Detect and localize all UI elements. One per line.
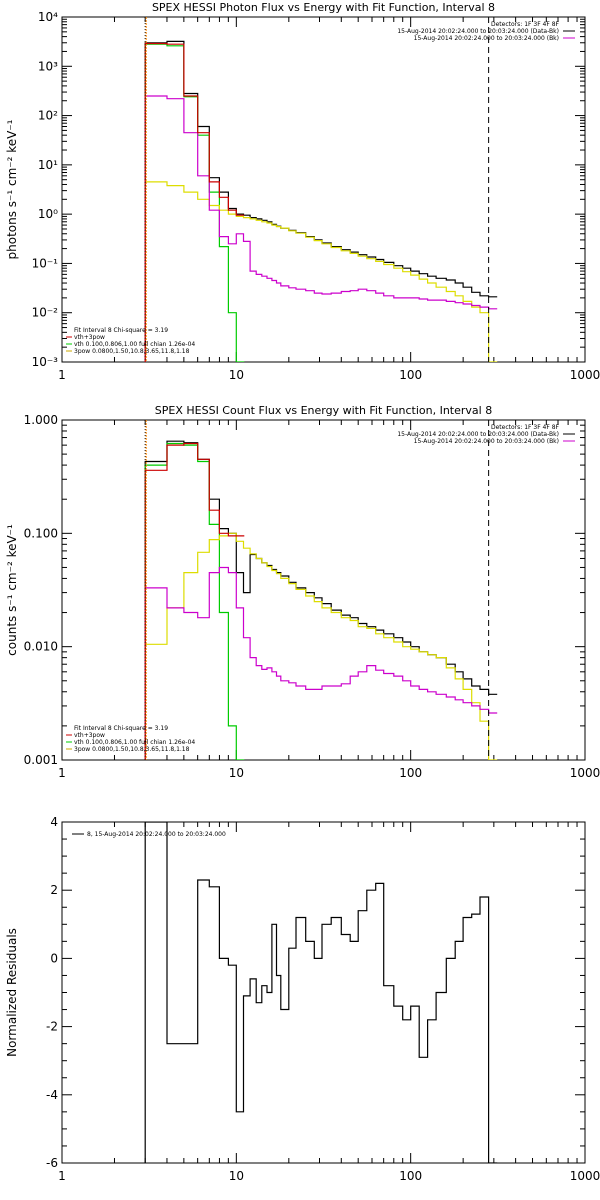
y-axis-label: Normalized Residuals xyxy=(5,928,19,1057)
legend-label: vth+3pow xyxy=(74,732,105,739)
y-tick-label: 0.001 xyxy=(24,753,58,767)
legend-label: vth 0.100,0.806,1.00 full chian 1.26e-04 xyxy=(74,341,195,348)
y-tick-label: 10³ xyxy=(38,59,58,73)
series-line-3 xyxy=(144,181,498,362)
legend-label: Detectors: 1F 3F 4F 8F xyxy=(491,424,560,431)
x-tick-label: 1 xyxy=(58,368,66,382)
y-tick-label: 10¹ xyxy=(38,158,58,172)
chart-title: SPEX HESSI Count Flux vs Energy with Fit… xyxy=(155,404,492,417)
series-line-1 xyxy=(144,822,498,1163)
series-line-1 xyxy=(144,440,498,760)
series-line-2 xyxy=(144,43,245,362)
x-tick-label: 10 xyxy=(229,368,244,382)
legend-label: 15-Aug-2014 20:02:24.000 to 20:03:24.000… xyxy=(397,431,559,438)
legend-bottom-left: Fit Interval 8 Chi-square = 3.19vth+3pow… xyxy=(66,327,195,355)
x-tick-label: 1000 xyxy=(570,1169,600,1183)
x-tick-label: 1000 xyxy=(570,766,600,780)
series-line-1 xyxy=(144,40,498,362)
chart-panel-1: SPEX HESSI Photon Flux vs Energy with Fi… xyxy=(5,1,600,382)
legend-label: Fit Interval 8 Chi-square = 3.19 xyxy=(74,725,168,732)
y-tick-label: -6 xyxy=(46,1156,58,1170)
legend-label: Fit Interval 8 Chi-square = 3.19 xyxy=(74,327,168,334)
series-line-3 xyxy=(144,532,498,760)
series-line-4 xyxy=(144,95,498,362)
x-tick-label: 100 xyxy=(399,368,422,382)
legend-bottom-left: Fit Interval 8 Chi-square = 3.19vth+3pow… xyxy=(66,725,195,753)
y-tick-label: 10⁻³ xyxy=(32,355,59,369)
series-group xyxy=(144,440,498,760)
y-tick-label: 10² xyxy=(38,109,58,123)
y-tick-label: 2 xyxy=(50,883,58,897)
legend-label: Detectors: 1F 3F 4F 8F xyxy=(491,21,560,28)
y-tick-label: -4 xyxy=(46,1088,58,1102)
x-tick-label: 1 xyxy=(58,766,66,780)
series-line-5 xyxy=(144,442,245,760)
legend-residuals: 8, 15-Aug-2014 20:02:24.000 to 20:03:24.… xyxy=(72,831,226,838)
legend-label: 8, 15-Aug-2014 20:02:24.000 to 20:03:24.… xyxy=(87,831,226,838)
x-axis-ticks: 1 10 100 1000 xyxy=(58,822,600,1183)
legend-label: vth 0.100,0.806,1.00 full chian 1.26e-04 xyxy=(74,739,195,746)
y-axis-ticks: 10⁻³ 10⁻² 10⁻¹ 10⁰ 10¹ 10² 10³ 10⁴ xyxy=(32,10,585,369)
y-tick-label: 10⁻² xyxy=(32,306,59,320)
series-line-2 xyxy=(144,442,245,760)
y-tick-label: 10⁰ xyxy=(38,207,58,221)
y-axis-label: photons s⁻¹ cm⁻² keV⁻¹ xyxy=(5,119,19,259)
plot-frame xyxy=(61,16,586,363)
legend-label: 3pow 0.0800,1.50,10.8,3.65,11.8,1.18 xyxy=(74,746,190,753)
y-tick-label: 0 xyxy=(50,951,58,965)
series-group xyxy=(144,40,498,362)
legend-label: 15-Aug-2014 20:02:24.000 to 20:03:24.000… xyxy=(397,28,559,35)
chart-title: SPEX HESSI Photon Flux vs Energy with Fi… xyxy=(152,1,495,14)
y-tick-label: -2 xyxy=(46,1020,58,1034)
legend-label: 15-Aug-2014 20:02:24.000 to 20:03:24.000… xyxy=(414,438,559,445)
y-axis-label: counts s⁻¹ cm⁻² keV⁻¹ xyxy=(5,524,19,656)
y-axis-ticks: 0.001 0.010 0.100 1.000 xyxy=(24,413,585,767)
series-line-4 xyxy=(144,566,498,760)
plot-frame xyxy=(61,419,586,761)
legend-label: 15-Aug-2014 20:02:24.000 to 20:03:24.000… xyxy=(414,35,559,42)
x-axis-ticks: 1 10 100 1000 xyxy=(58,420,600,780)
x-tick-label: 100 xyxy=(399,1169,422,1183)
series-group xyxy=(144,822,498,1163)
x-tick-label: 1 xyxy=(58,1169,66,1183)
legend-label: 3pow 0.0800,1.50,10.8,3.65,11.8,1.18 xyxy=(74,348,190,355)
y-tick-label: 0.100 xyxy=(24,526,58,540)
x-tick-label: 1000 xyxy=(570,368,600,382)
x-tick-label: 100 xyxy=(399,766,422,780)
y-tick-label: 4 xyxy=(50,815,58,829)
y-tick-label: 10⁻¹ xyxy=(32,256,59,270)
y-axis-ticks: -6 -4 -2 0 2 4 xyxy=(46,815,585,1170)
y-tick-label: 10⁴ xyxy=(38,10,58,24)
x-tick-label: 10 xyxy=(229,1169,244,1183)
legend-label: vth+3pow xyxy=(74,334,105,341)
x-tick-label: 10 xyxy=(229,766,244,780)
x-axis-ticks: 1 10 100 1000 xyxy=(58,17,600,382)
y-tick-label: 0.010 xyxy=(24,640,58,654)
series-line-5 xyxy=(144,42,245,362)
plot-frame xyxy=(61,821,586,1164)
y-tick-label: 1.000 xyxy=(24,413,58,427)
chart-panel-2: SPEX HESSI Count Flux vs Energy with Fit… xyxy=(5,404,600,780)
chart-panel-3: Normalized Residuals 1 10 100 1000 -6 -4 -2 0 2 4 8… xyxy=(5,815,600,1183)
